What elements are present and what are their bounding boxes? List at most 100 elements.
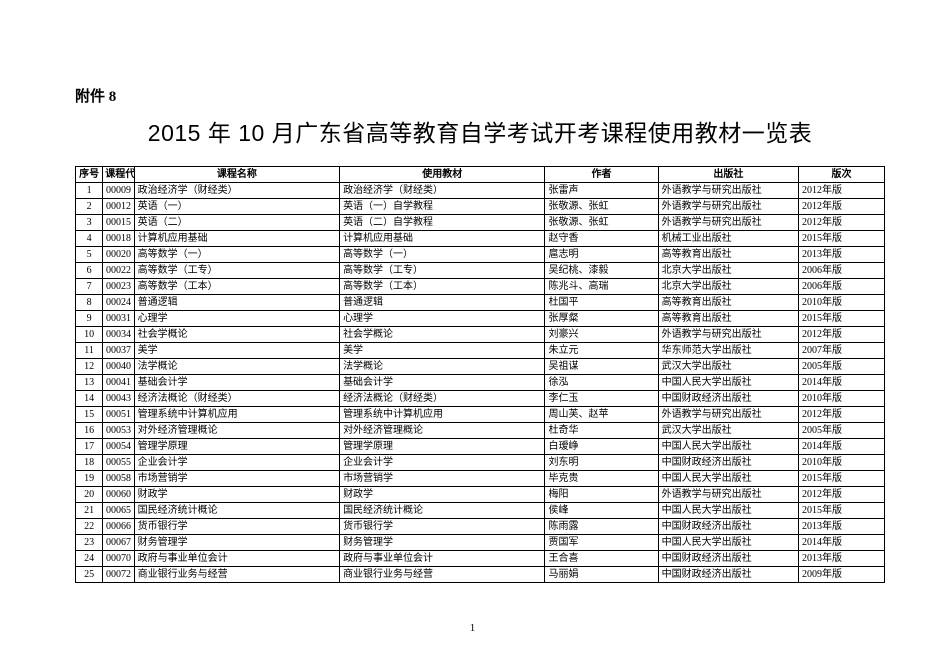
cell-pub: 华东师范大学出版社	[658, 343, 798, 359]
cell-ver: 2014年版	[799, 375, 885, 391]
cell-author: 侯峰	[545, 503, 658, 519]
table-row: 300015英语（二）英语（二）自学教程张敬源、张虹外语教学与研究出版社2012…	[76, 215, 885, 231]
cell-author: 张厚粲	[545, 311, 658, 327]
cell-seq: 8	[76, 295, 103, 311]
cell-pub: 外语教学与研究出版社	[658, 487, 798, 503]
cell-ver: 2010年版	[799, 295, 885, 311]
cell-ver: 2006年版	[799, 279, 885, 295]
cell-pub: 高等教育出版社	[658, 311, 798, 327]
cell-book: 经济法概论（财经类）	[340, 391, 545, 407]
cell-author: 扈志明	[545, 247, 658, 263]
cell-seq: 13	[76, 375, 103, 391]
table-row: 1700054管理学原理管理学原理白瑷峥中国人民大学出版社2014年版	[76, 439, 885, 455]
cell-code: 00022	[103, 263, 134, 279]
cell-code: 00034	[103, 327, 134, 343]
table-row: 2200066货币银行学货币银行学陈雨露中国财政经济出版社2013年版	[76, 519, 885, 535]
cell-name: 管理学原理	[134, 439, 339, 455]
cell-ver: 2012年版	[799, 183, 885, 199]
cell-seq: 24	[76, 551, 103, 567]
cell-ver: 2015年版	[799, 471, 885, 487]
cell-author: 张敬源、张虹	[545, 199, 658, 215]
cell-code: 00051	[103, 407, 134, 423]
cell-name: 国民经济统计概论	[134, 503, 339, 519]
cell-code: 00067	[103, 535, 134, 551]
cell-seq: 20	[76, 487, 103, 503]
cell-book: 社会学概论	[340, 327, 545, 343]
cell-seq: 19	[76, 471, 103, 487]
cell-name: 高等数学（工本）	[134, 279, 339, 295]
cell-name: 企业会计学	[134, 455, 339, 471]
cell-author: 刘东明	[545, 455, 658, 471]
table-header: 序号 课程代码 课程名称 使用教材 作者 出版社 版次	[76, 167, 885, 183]
cell-code: 00015	[103, 215, 134, 231]
cell-author: 梅阳	[545, 487, 658, 503]
cell-author: 李仁玉	[545, 391, 658, 407]
cell-seq: 9	[76, 311, 103, 327]
cell-ver: 2005年版	[799, 359, 885, 375]
cell-author: 陈雨露	[545, 519, 658, 535]
cell-name: 社会学概论	[134, 327, 339, 343]
cell-code: 00060	[103, 487, 134, 503]
cell-seq: 21	[76, 503, 103, 519]
cell-author: 徐泓	[545, 375, 658, 391]
cell-author: 杜国平	[545, 295, 658, 311]
table-row: 2000060财政学财政学梅阳外语教学与研究出版社2012年版	[76, 487, 885, 503]
cell-pub: 中国财政经济出版社	[658, 567, 798, 583]
cell-ver: 2010年版	[799, 455, 885, 471]
cell-name: 政治经济学（财经类）	[134, 183, 339, 199]
cell-code: 00012	[103, 199, 134, 215]
cell-author: 白瑷峥	[545, 439, 658, 455]
cell-book: 基础会计学	[340, 375, 545, 391]
col-header-name: 课程名称	[134, 167, 339, 183]
table-row: 1600053对外经济管理概论对外经济管理概论杜奇华武汉大学出版社2005年版	[76, 423, 885, 439]
cell-book: 高等数学（一）	[340, 247, 545, 263]
cell-author: 马丽娟	[545, 567, 658, 583]
cell-pub: 武汉大学出版社	[658, 359, 798, 375]
cell-author: 吴祖谋	[545, 359, 658, 375]
cell-seq: 18	[76, 455, 103, 471]
cell-ver: 2013年版	[799, 247, 885, 263]
cell-pub: 武汉大学出版社	[658, 423, 798, 439]
cell-name: 法学概论	[134, 359, 339, 375]
cell-ver: 2013年版	[799, 519, 885, 535]
cell-code: 00023	[103, 279, 134, 295]
cell-author: 周山芙、赵苹	[545, 407, 658, 423]
cell-book: 英语（二）自学教程	[340, 215, 545, 231]
cell-code: 00031	[103, 311, 134, 327]
cell-book: 政府与事业单位会计	[340, 551, 545, 567]
cell-book: 英语（一）自学教程	[340, 199, 545, 215]
cell-pub: 中国人民大学出版社	[658, 503, 798, 519]
cell-seq: 16	[76, 423, 103, 439]
cell-author: 杜奇华	[545, 423, 658, 439]
cell-name: 对外经济管理概论	[134, 423, 339, 439]
cell-pub: 机械工业出版社	[658, 231, 798, 247]
cell-name: 普通逻辑	[134, 295, 339, 311]
table-row: 700023高等数学（工本）高等数学（工本）陈兆斗、高瑞北京大学出版社2006年…	[76, 279, 885, 295]
cell-pub: 外语教学与研究出版社	[658, 199, 798, 215]
cell-pub: 中国人民大学出版社	[658, 375, 798, 391]
cell-book: 财务管理学	[340, 535, 545, 551]
cell-seq: 4	[76, 231, 103, 247]
cell-name: 计算机应用基础	[134, 231, 339, 247]
cell-book: 货币银行学	[340, 519, 545, 535]
cell-book: 计算机应用基础	[340, 231, 545, 247]
cell-code: 00037	[103, 343, 134, 359]
cell-seq: 25	[76, 567, 103, 583]
cell-pub: 高等教育出版社	[658, 295, 798, 311]
course-table: 序号 课程代码 课程名称 使用教材 作者 出版社 版次 100009政治经济学（…	[75, 166, 885, 583]
cell-pub: 中国财政经济出版社	[658, 519, 798, 535]
cell-author: 陈兆斗、高瑞	[545, 279, 658, 295]
cell-ver: 2015年版	[799, 231, 885, 247]
cell-seq: 17	[76, 439, 103, 455]
cell-name: 财务管理学	[134, 535, 339, 551]
cell-seq: 12	[76, 359, 103, 375]
table-row: 2100065国民经济统计概论国民经济统计概论侯峰中国人民大学出版社2015年版	[76, 503, 885, 519]
cell-name: 财政学	[134, 487, 339, 503]
cell-code: 00070	[103, 551, 134, 567]
cell-seq: 10	[76, 327, 103, 343]
table-row: 800024普通逻辑普通逻辑杜国平高等教育出版社2010年版	[76, 295, 885, 311]
cell-book: 财政学	[340, 487, 545, 503]
cell-book: 企业会计学	[340, 455, 545, 471]
table-row: 100009政治经济学（财经类）政治经济学（财经类）张雷声外语教学与研究出版社2…	[76, 183, 885, 199]
cell-seq: 3	[76, 215, 103, 231]
